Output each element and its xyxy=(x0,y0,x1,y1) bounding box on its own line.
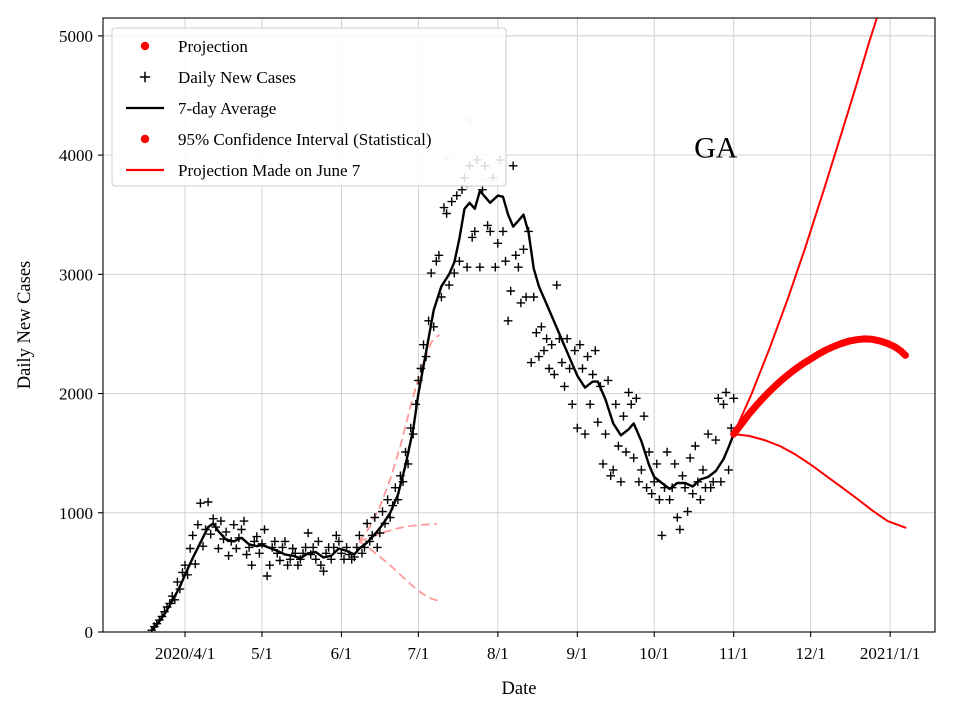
series-ci_lower xyxy=(732,433,907,529)
series-seven_day_average xyxy=(150,189,735,632)
x-tick-label: 5/1 xyxy=(251,644,273,663)
legend-label: Projection xyxy=(178,37,248,56)
x-tick-label: 9/1 xyxy=(566,644,588,663)
x-tick-label: 7/1 xyxy=(407,644,429,663)
y-axis-label: Daily New Cases xyxy=(15,261,35,389)
series-ci_upper xyxy=(732,18,878,436)
x-tick-label: 2020/4/1 xyxy=(155,644,215,663)
x-tick-label: 2021/1/1 xyxy=(860,644,920,663)
legend-marker-dot xyxy=(140,134,150,144)
legend-label: 95% Confidence Interval (Statistical) xyxy=(178,130,432,149)
y-tick-label: 2000 xyxy=(59,385,93,404)
legend-marker-plus xyxy=(139,71,151,83)
series-daily_new_cases xyxy=(147,155,738,632)
series-projection xyxy=(730,335,909,438)
legend-box xyxy=(111,27,507,187)
x-tick-label: 11/1 xyxy=(719,644,749,663)
y-tick-label: 5000 xyxy=(59,27,93,46)
x-tick-label: 12/1 xyxy=(796,644,826,663)
y-tick-label: 0 xyxy=(85,623,94,642)
legend: Projection Daily New Cases 7-day Average 95… xyxy=(111,27,507,187)
legend-label: Projection Made on June 7 xyxy=(178,161,361,180)
legend-label: Daily New Cases xyxy=(178,68,296,87)
series-june7_ci_lower xyxy=(358,540,440,602)
state-annotation: GA xyxy=(694,131,738,164)
series-june7_ci_upper xyxy=(358,334,440,543)
x-tick-label: 6/1 xyxy=(331,644,353,663)
y-tick-label: 1000 xyxy=(59,504,93,523)
plot-border xyxy=(102,17,936,633)
y-tick-label: 4000 xyxy=(59,146,93,165)
x-tick-label: 10/1 xyxy=(639,644,669,663)
x-tick-label: 8/1 xyxy=(487,644,509,663)
tick-marks xyxy=(98,35,891,637)
legend-label: 7-day Average xyxy=(178,99,276,118)
y-tick-label: 3000 xyxy=(59,265,93,284)
x-axis-label: Date xyxy=(502,679,537,699)
legend-marker-dot xyxy=(140,41,150,51)
